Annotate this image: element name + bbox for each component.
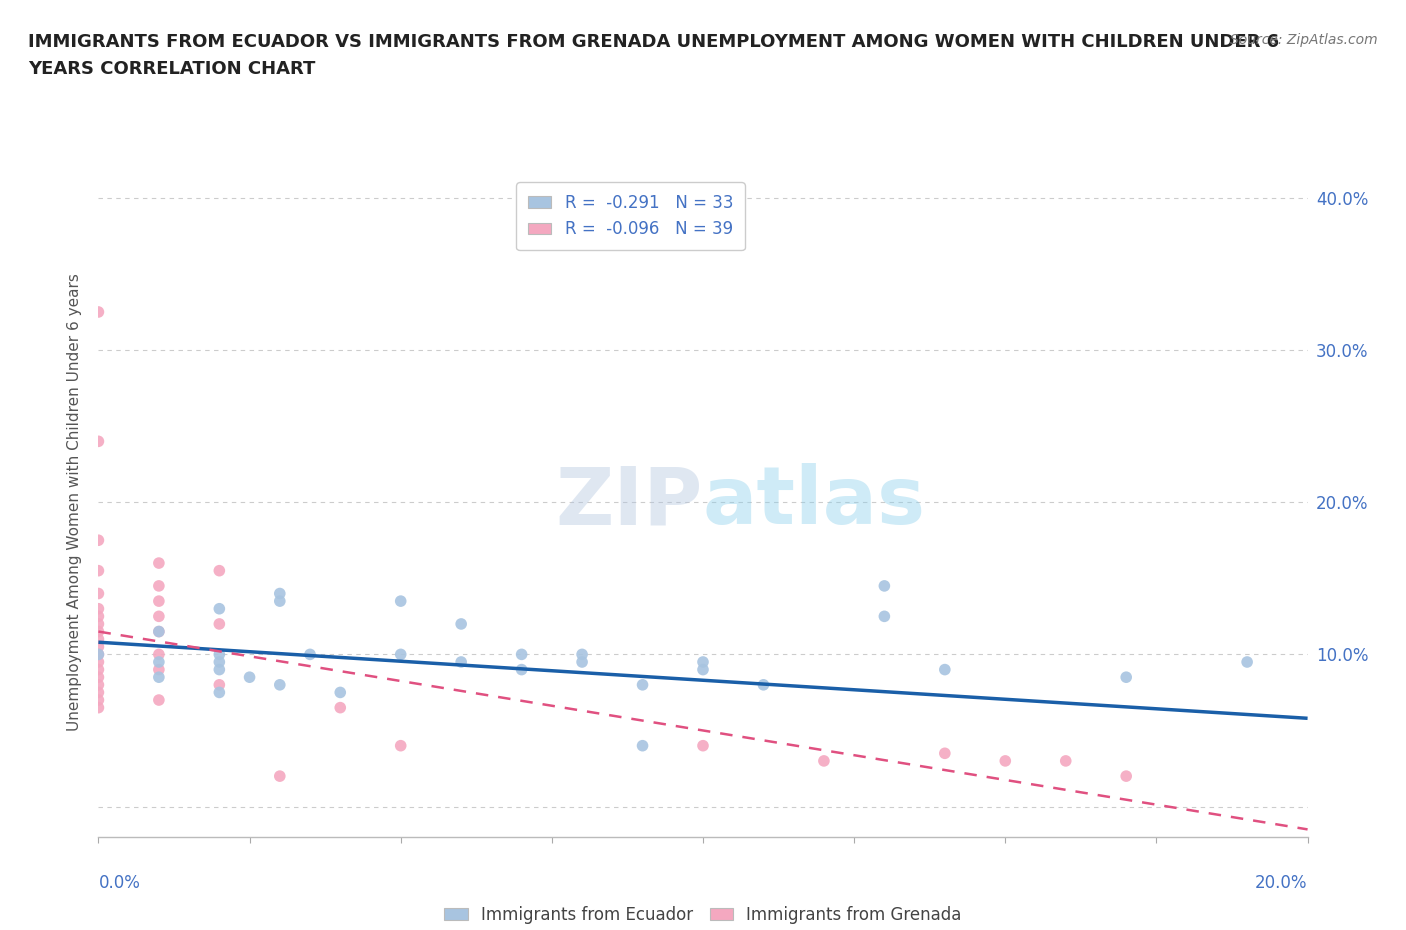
Text: IMMIGRANTS FROM ECUADOR VS IMMIGRANTS FROM GRENADA UNEMPLOYMENT AMONG WOMEN WITH: IMMIGRANTS FROM ECUADOR VS IMMIGRANTS FR… [28, 33, 1279, 50]
Point [87, 693, 110, 708]
Point [389, 593, 412, 608]
Point [873, 609, 896, 624]
Point [208, 602, 231, 617]
Point [934, 662, 956, 677]
Point [1054, 753, 1077, 768]
Point [1115, 670, 1137, 684]
Point [208, 647, 231, 662]
Point [87, 609, 110, 624]
Point [269, 593, 291, 608]
Point [208, 564, 231, 578]
Point [450, 617, 472, 631]
Text: Source: ZipAtlas.com: Source: ZipAtlas.com [1230, 33, 1378, 46]
Legend: Immigrants from Ecuador, Immigrants from Grenada: Immigrants from Ecuador, Immigrants from… [437, 899, 969, 930]
Point [87, 631, 110, 646]
Point [752, 677, 775, 692]
Point [692, 738, 714, 753]
Point [87, 670, 110, 684]
Text: atlas: atlas [703, 463, 927, 541]
Point [148, 693, 170, 708]
Text: YEARS CORRELATION CHART: YEARS CORRELATION CHART [28, 60, 315, 78]
Point [1236, 655, 1258, 670]
Point [269, 769, 291, 784]
Point [1115, 769, 1137, 784]
Point [87, 617, 110, 631]
Point [87, 662, 110, 677]
Point [208, 617, 231, 631]
Point [87, 586, 110, 601]
Point [299, 647, 322, 662]
Point [239, 670, 262, 684]
Point [994, 753, 1017, 768]
Point [813, 753, 835, 768]
Point [208, 655, 231, 670]
Point [631, 677, 654, 692]
Point [571, 655, 593, 670]
Point [87, 677, 110, 692]
Point [329, 700, 352, 715]
Point [269, 586, 291, 601]
Point [87, 624, 110, 639]
Point [87, 533, 110, 548]
Point [87, 434, 110, 449]
Point [87, 685, 110, 700]
Point [148, 647, 170, 662]
Y-axis label: Unemployment Among Women with Children Under 6 years: Unemployment Among Women with Children U… [67, 273, 83, 731]
Point [148, 609, 170, 624]
Point [148, 624, 170, 639]
Point [148, 662, 170, 677]
Point [571, 647, 593, 662]
Point [510, 662, 533, 677]
Point [148, 555, 170, 570]
Point [87, 602, 110, 617]
Text: ZIP: ZIP [555, 463, 703, 541]
Point [148, 578, 170, 593]
Point [148, 655, 170, 670]
Point [329, 685, 352, 700]
Point [873, 578, 896, 593]
Point [692, 662, 714, 677]
Point [389, 738, 412, 753]
Point [148, 624, 170, 639]
Point [148, 593, 170, 608]
Point [269, 677, 291, 692]
Point [87, 655, 110, 670]
Text: 0.0%: 0.0% [98, 874, 141, 892]
Point [208, 677, 231, 692]
Point [87, 700, 110, 715]
Point [692, 655, 714, 670]
Point [148, 670, 170, 684]
Point [510, 647, 533, 662]
Point [631, 738, 654, 753]
Point [87, 647, 110, 662]
Point [208, 662, 231, 677]
Point [87, 639, 110, 654]
Point [87, 564, 110, 578]
Point [934, 746, 956, 761]
Point [208, 685, 231, 700]
Point [450, 655, 472, 670]
Point [87, 647, 110, 662]
Point [389, 647, 412, 662]
Text: 20.0%: 20.0% [1256, 874, 1308, 892]
Point [87, 304, 110, 319]
